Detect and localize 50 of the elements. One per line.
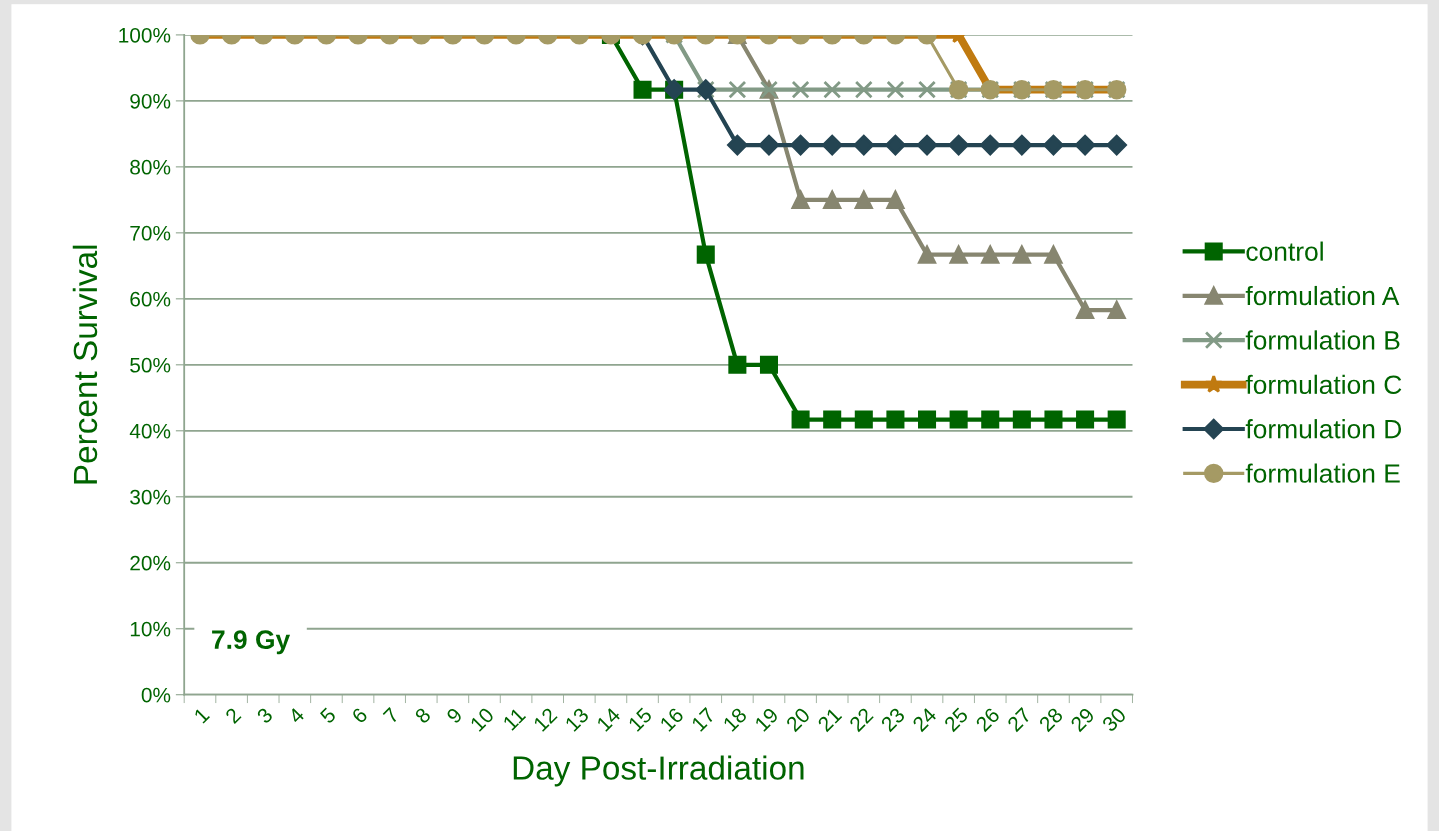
x-tick-label: 23 [880, 706, 906, 733]
x-tick-label: 4 [287, 706, 306, 725]
legend-label: formulation D [1245, 419, 1402, 439]
y-axis-title: Percent Survival [72, 245, 98, 484]
legend-label: formulation A [1245, 285, 1400, 306]
x-tick-label: 20 [785, 706, 811, 733]
x-tick-label: 16 [659, 706, 685, 732]
x-tick-label: 10 [469, 706, 495, 732]
x-tick-label: 19 [754, 706, 780, 732]
x-tick-label: 15 [627, 706, 653, 732]
x-tick-label: 12 [532, 706, 558, 732]
x-tick-label: 2 [224, 706, 242, 724]
x-tick-label: 29 [1069, 706, 1096, 733]
annotation: 7.9 Gy [212, 630, 291, 655]
x-tick-label: 22 [848, 706, 874, 733]
x-tick-label: 1 [193, 707, 210, 724]
y-tick-label: 30% [130, 489, 171, 505]
y-tick-label: 60% [130, 291, 171, 307]
y-tick-label: 70% [130, 225, 171, 241]
x-axis-title: Day Post-Irradiation [513, 755, 804, 787]
x-tick-label: 7 [382, 707, 400, 724]
x-tick-label: 8 [414, 706, 432, 725]
y-tick-label: 50% [130, 357, 171, 373]
x-tick-label: 30 [1101, 706, 1127, 733]
legend-label: formulation C [1245, 374, 1402, 395]
x-tick-label: 5 [319, 706, 337, 725]
legend-label: formulation E [1245, 463, 1400, 483]
x-tick-label: 28 [1038, 706, 1064, 733]
legend-label: control [1246, 241, 1323, 261]
y-tick-label: 90% [130, 93, 171, 109]
x-tick-label: 3 [255, 706, 274, 725]
x-tick-label: 26 [974, 706, 1001, 733]
y-tick-label: 100% [119, 27, 171, 43]
y-tick-label: 40% [129, 423, 171, 439]
x-tick-label: 24 [911, 706, 938, 733]
x-tick-label: 17 [691, 707, 716, 732]
x-tick-label: 6 [350, 706, 369, 725]
x-tick-label: 9 [445, 706, 463, 725]
y-tick-label: 20% [130, 555, 171, 571]
x-tick-label: 11 [502, 707, 527, 731]
x-tick-label: 25 [943, 706, 969, 733]
y-tick-label: 80% [130, 159, 171, 175]
x-tick-label: 18 [722, 706, 748, 732]
x-tick-label: 21 [816, 706, 843, 733]
y-tick-label: 0% [141, 687, 171, 703]
x-tick-label: 14 [596, 706, 622, 732]
x-tick-label: 27 [1006, 706, 1032, 733]
legend-label: formulation B [1245, 330, 1400, 350]
y-tick-label: 10% [130, 621, 171, 637]
x-tick-label: 13 [564, 706, 590, 732]
